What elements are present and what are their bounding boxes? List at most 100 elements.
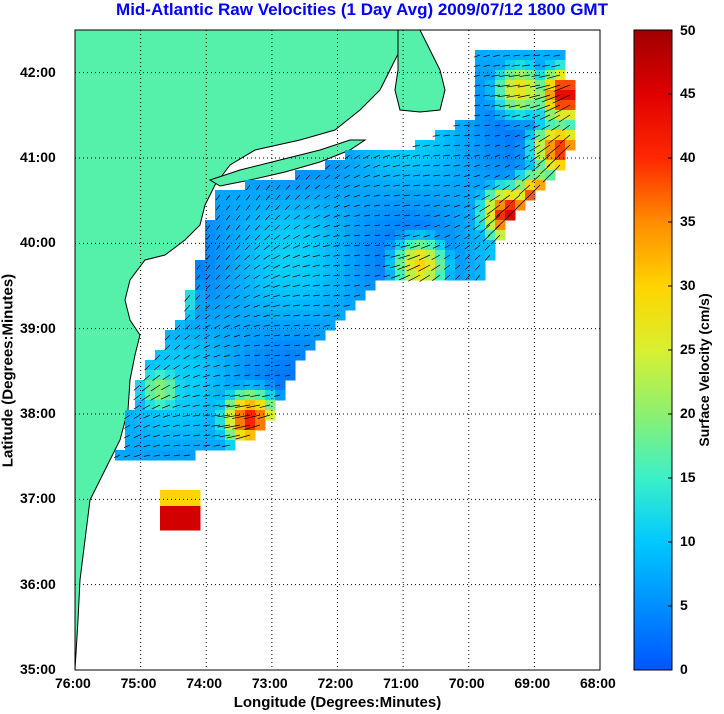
velocity-arrow	[504, 154, 511, 158]
velocity-arrow	[150, 394, 161, 401]
velocity-cell	[515, 90, 526, 101]
velocity-cell	[505, 140, 516, 151]
velocity-cell	[445, 210, 456, 221]
velocity-cell	[135, 400, 146, 411]
velocity-cell	[285, 320, 296, 331]
velocity-cell	[425, 230, 436, 241]
velocity-arrow	[407, 254, 421, 261]
velocity-cell	[385, 170, 396, 181]
velocity-cell	[555, 120, 566, 131]
velocity-cell	[405, 170, 416, 181]
velocity-cell	[395, 260, 406, 271]
velocity-arrow	[203, 444, 211, 447]
velocity-cell	[475, 170, 486, 181]
velocity-cell	[425, 140, 436, 151]
velocity-cell	[335, 190, 346, 201]
velocity-arrow	[443, 144, 451, 147]
velocity-cell	[255, 200, 266, 211]
velocity-cell	[345, 180, 356, 191]
velocity-cell	[355, 290, 366, 301]
velocity-arrow	[322, 264, 331, 267]
velocity-arrow	[215, 194, 221, 201]
velocity-arrow	[275, 204, 281, 211]
velocity-arrow	[523, 54, 531, 57]
velocity-cell	[385, 220, 396, 231]
velocity-arrow	[215, 204, 221, 211]
velocity-arrow	[493, 64, 501, 67]
velocity-arrow	[508, 104, 521, 108]
velocity-cell	[375, 160, 386, 171]
velocity-cell	[475, 90, 486, 101]
velocity-cell	[355, 240, 366, 251]
velocity-cell	[415, 200, 426, 211]
velocity-cell	[415, 270, 426, 281]
velocity-cell	[235, 350, 246, 361]
velocity-cell	[265, 330, 276, 341]
velocity-cell	[325, 170, 336, 181]
velocity-arrow	[531, 164, 541, 172]
velocity-cell	[465, 260, 476, 271]
velocity-cell	[225, 420, 236, 431]
velocity-arrow	[333, 294, 341, 297]
velocity-arrow	[474, 134, 481, 137]
velocity-arrow	[244, 354, 251, 357]
velocity-arrow	[373, 174, 381, 178]
velocity-arrow	[432, 244, 441, 249]
velocity-cell	[315, 300, 326, 311]
velocity-cell	[525, 80, 536, 91]
velocity-arrow	[213, 364, 221, 368]
velocity-arrow	[413, 184, 421, 187]
velocity-arrow	[216, 224, 221, 231]
velocity-cell	[205, 300, 216, 311]
velocity-cell	[225, 320, 236, 331]
velocity-cell	[255, 230, 266, 241]
velocity-cell	[185, 290, 196, 301]
velocity-cell	[355, 200, 366, 211]
velocity-arrow	[553, 84, 571, 92]
velocity-arrow	[133, 394, 141, 401]
velocity-arrow	[211, 414, 221, 417]
velocity-arrow	[463, 124, 471, 127]
velocity-arrow	[533, 64, 541, 67]
velocity-arrow	[304, 344, 311, 347]
velocity-cell	[245, 230, 256, 241]
velocity-arrow	[314, 184, 321, 190]
velocity-arrow	[274, 374, 281, 377]
velocity-arrow	[142, 404, 151, 410]
velocity-arrow	[243, 344, 251, 347]
velocity-arrow	[153, 424, 161, 428]
velocity-cell	[485, 120, 496, 131]
velocity-arrow	[303, 324, 311, 327]
velocity-cell	[255, 280, 266, 291]
velocity-arrow	[502, 184, 511, 191]
velocity-arrow	[263, 254, 271, 260]
velocity-arrow	[312, 244, 321, 248]
velocity-arrow	[222, 394, 231, 397]
velocity-arrow	[161, 404, 171, 409]
velocity-arrow	[274, 224, 281, 231]
velocity-arrow	[433, 174, 441, 177]
velocity-cell	[545, 120, 556, 131]
velocity-arrow	[353, 164, 361, 169]
velocity-cell	[168, 506, 177, 515]
velocity-arrow	[504, 174, 511, 179]
velocity-cell	[205, 380, 216, 391]
velocity-arrow	[214, 324, 221, 329]
velocity-cell	[275, 380, 286, 391]
velocity-arrow	[304, 204, 311, 210]
velocity-arrow	[333, 234, 341, 237]
velocity-cell	[335, 250, 346, 261]
velocity-arrow	[530, 104, 541, 109]
velocity-cell	[495, 190, 506, 201]
velocity-cell	[275, 260, 286, 271]
colorbar	[633, 29, 673, 671]
velocity-arrow	[433, 164, 441, 167]
velocity-cell	[395, 170, 406, 181]
velocity-arrow	[412, 154, 421, 157]
velocity-arrow	[255, 194, 261, 201]
velocity-cell	[245, 310, 256, 321]
velocity-cell	[176, 498, 185, 507]
velocity-arrow	[133, 424, 141, 429]
velocity-cell	[185, 360, 196, 371]
velocity-arrow	[184, 304, 191, 312]
